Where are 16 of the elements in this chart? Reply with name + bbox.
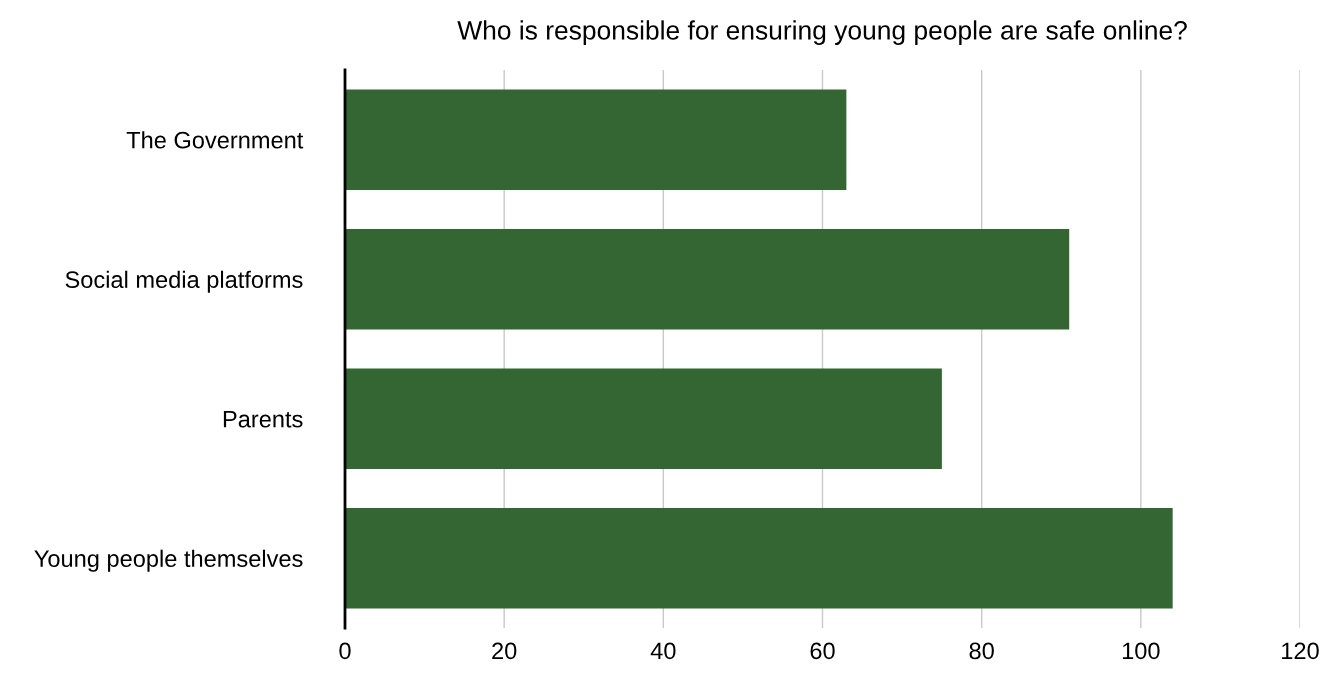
x-tick-label: 20 [492, 642, 517, 660]
y-tick-label: Parents [223, 411, 303, 428]
x-tick-label: 80 [969, 642, 994, 660]
x-tick-label: 100 [1122, 642, 1160, 660]
x-tick-label: 40 [650, 642, 676, 660]
bar [345, 508, 1173, 609]
bar [345, 368, 942, 469]
y-tick-label: Young people themselves [34, 549, 303, 572]
x-tick-label: 0 [339, 642, 351, 660]
x-tick-label: 120 [1282, 642, 1319, 660]
y-tick-label: The Government [126, 131, 304, 149]
y-tick-label: Social media platforms [65, 270, 303, 293]
bar [345, 89, 847, 190]
bar [345, 229, 1070, 330]
chart-title: Who is responsible for ensuring young people are safe online? [457, 20, 1187, 45]
x-tick-label: 60 [810, 642, 835, 660]
